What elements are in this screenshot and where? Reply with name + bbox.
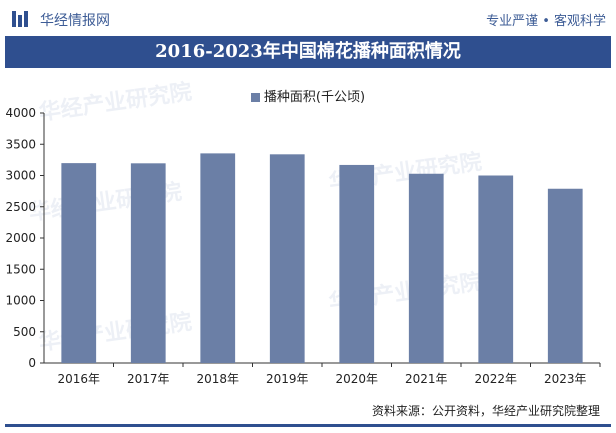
legend: 播种面积(千公顷) [0,86,616,105]
bar [408,173,444,363]
brand-name: 华经情报网 [40,13,110,29]
bar [547,188,583,363]
y-tick-label: 1500 [5,262,36,276]
header-bar: 华经情报网 专业严谨 • 客观科学 [0,0,616,36]
bars [61,153,583,363]
bar [130,163,166,363]
y-tick-label: 2000 [5,231,36,245]
bar [339,164,375,363]
source-note: 资料来源：公开资料，华经产业研究院整理 [371,404,600,418]
bar [61,163,97,363]
bottom-rule [5,424,611,427]
legend-swatch [250,93,260,102]
y-tick-label: 3000 [5,169,36,183]
y-tick-label: 4000 [5,106,36,120]
bar [269,154,305,363]
bar [200,153,236,363]
bar [478,175,514,363]
x-tick-label: 2020年 [335,372,378,386]
x-tick-label: 2021年 [405,372,448,386]
y-tick-label: 2500 [5,200,36,214]
watermark-text: 华经产业研究院 [37,309,193,356]
y-tick-label: 3500 [5,137,36,151]
x-tick-label: 2016年 [57,372,100,386]
legend-label: 播种面积(千公顷) [263,90,366,105]
y-tick-label: 1000 [5,294,36,308]
x-tick-label: 2017年 [127,372,170,386]
chart-title: 2016-2023年中国棉花播种面积情况 [5,36,611,68]
tagline: 专业严谨 • 客观科学 [486,14,606,29]
x-tick-label: 2022年 [474,372,517,386]
logo-icon [12,11,28,27]
x-tick-label: 2019年 [266,372,309,386]
y-tick-label: 0 [28,356,36,370]
x-tick-label: 2018年 [196,372,239,386]
x-tick-label: 2023年 [544,372,587,386]
watermark-text: 华经产业研究院 [37,79,193,126]
y-tick-label: 500 [13,325,36,339]
